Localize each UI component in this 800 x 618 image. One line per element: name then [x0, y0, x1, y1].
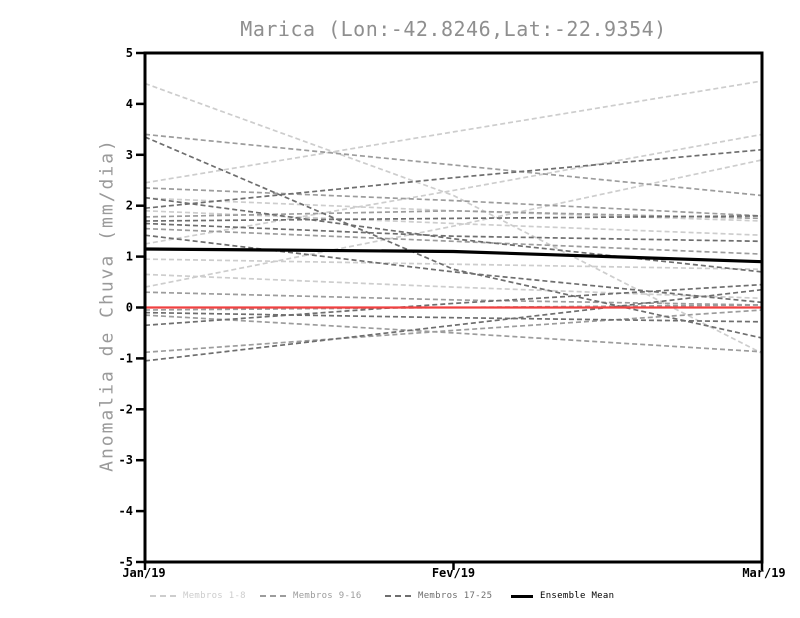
legend-label: Membros 1-8: [183, 591, 246, 601]
member-line: [144, 291, 763, 306]
legend-label: Membros 17-25: [418, 591, 493, 601]
ensemble-mean-line: [144, 247, 763, 264]
y-tick-label: -4: [119, 504, 133, 518]
y-tick-label: -3: [119, 453, 133, 467]
y-tick-label: 0: [126, 301, 133, 315]
member-line: [144, 209, 763, 237]
y-tick-label: 1: [126, 250, 133, 264]
chart-title: Marica (Lon:-42.8246,Lat:-22.9354): [240, 17, 667, 41]
y-tick-label: 5: [126, 46, 133, 60]
dashed-line-sample-icon: [260, 595, 286, 597]
solid-line-sample-icon: [511, 594, 533, 598]
member-line: [144, 215, 763, 222]
x-tick-label: Mar/19: [742, 566, 785, 580]
y-tick-label: -2: [119, 402, 133, 416]
member-line: [144, 133, 763, 245]
y-tick-label: -5: [119, 555, 133, 569]
y-tick-label: 4: [126, 97, 133, 111]
member-line: [144, 314, 763, 353]
member-line: [144, 227, 763, 255]
member-line: [144, 234, 763, 304]
y-tick-label: -1: [119, 351, 133, 365]
y-tick-label: 2: [126, 199, 133, 213]
member-line: [144, 311, 763, 323]
legend-label: Membros 9-16: [293, 591, 362, 601]
member-line: [144, 159, 763, 288]
member-line: [144, 283, 763, 327]
member-line: [144, 136, 763, 339]
member-line: [144, 222, 763, 243]
legend-item-ensemble-mean: Ensemble Mean: [511, 589, 614, 603]
x-tick-label: Jan/19: [122, 566, 165, 580]
legend-item-membros-1-8: Membros 1-8: [150, 589, 246, 603]
member-line: [144, 187, 763, 217]
member-line: [144, 209, 763, 220]
member-line: [144, 133, 763, 197]
y-tick-label: 3: [126, 148, 133, 162]
legend-item-membros-9-16: Membros 9-16: [260, 589, 362, 603]
legend-label: Ensemble Mean: [540, 591, 615, 601]
legend-item-membros-17-25: Membros 17-25: [385, 589, 492, 603]
dashed-line-sample-icon: [385, 595, 411, 597]
member-line: [144, 80, 763, 184]
member-line: [144, 258, 763, 271]
member-line: [144, 82, 763, 355]
dashed-line-sample-icon: [150, 595, 176, 597]
chart-legend: Membros 1-8 Membros 9-16 Membros 17-25 E…: [0, 589, 800, 605]
member-line: [144, 309, 763, 354]
member-line: [144, 148, 763, 210]
member-line: [144, 273, 763, 300]
x-tick-label: Fev/19: [432, 566, 475, 580]
